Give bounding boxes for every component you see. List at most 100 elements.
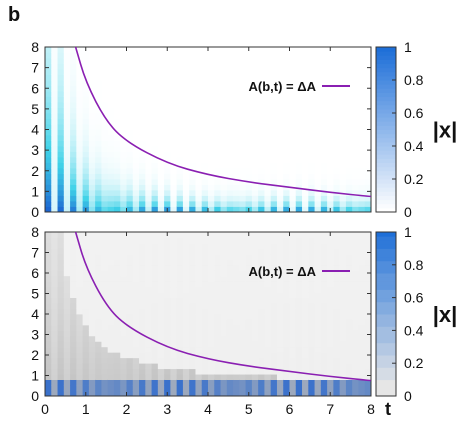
colorbar-band: [376, 305, 396, 311]
colorbar-band: [376, 334, 396, 340]
colorbar-band: [376, 252, 396, 258]
colorbar-band: [376, 179, 396, 184]
colorbar-band: [376, 63, 396, 69]
colorbar-band: [376, 92, 396, 98]
colorbar-band: [376, 80, 396, 85]
colorbar-band: [376, 359, 396, 364]
x-tick-label: 1: [82, 401, 90, 417]
colorbar-tick-label: 0: [404, 388, 412, 404]
x-tick-label: 8: [367, 401, 375, 417]
colorbar-band: [376, 55, 396, 60]
colorbar-tick-label: 0.8: [404, 257, 424, 273]
colorbar-band: [376, 338, 396, 344]
colorbar-tick-label: 0.6: [404, 105, 424, 121]
colorbar-band: [376, 162, 396, 168]
colorbar-band: [376, 232, 396, 237]
y-tick-label: 1: [31, 183, 39, 199]
colorbar-tick-label: 0.4: [404, 138, 424, 154]
heatmap-field: [45, 232, 371, 396]
colorbar-tick-label: 0.2: [404, 355, 424, 371]
colorbar-band: [376, 371, 396, 376]
colorbar-band: [376, 260, 396, 266]
y-tick-label: 8: [31, 224, 39, 240]
colorbar-band: [376, 293, 396, 299]
colorbar-band: [376, 273, 396, 278]
x-tick-label: 5: [245, 401, 253, 417]
colorbar-tick-label: 0.2: [404, 171, 424, 187]
colorbar-band: [376, 379, 396, 385]
colorbar-band: [376, 150, 396, 155]
colorbar-band: [376, 244, 396, 249]
x-tick-label: 3: [163, 401, 171, 417]
x-tick-label: 4: [204, 401, 212, 417]
colorbar-band: [376, 121, 396, 126]
colorbar-band: [376, 281, 396, 286]
colorbar-band: [376, 113, 396, 118]
legend: A(b,t) = ΔA: [249, 264, 350, 279]
colorbar-tick-label: 0: [404, 204, 412, 220]
y-tick-label: 7: [31, 60, 39, 76]
y-tick-label: 5: [31, 101, 39, 117]
colorbar-band: [376, 326, 396, 331]
colorbar-band: [376, 346, 396, 352]
colorbar-band: [376, 84, 396, 89]
colorbar-band: [376, 350, 396, 356]
y-tick-label: 4: [31, 306, 39, 322]
y-tick-label: 6: [31, 80, 39, 96]
colorbar-band: [376, 277, 396, 282]
y-tick-label: 3: [31, 142, 39, 158]
x-tick-label: 6: [286, 401, 294, 417]
colorbar-band: [376, 387, 396, 393]
y-tick-label: 4: [31, 122, 39, 138]
y-tick-label: 2: [31, 163, 39, 179]
colorbar-tick-label: 0.6: [404, 290, 424, 306]
colorbar-band: [376, 367, 396, 372]
colorbar-tick-label: 1: [404, 39, 412, 55]
colorbar-band: [376, 363, 396, 368]
y-tick-label: 7: [31, 245, 39, 261]
colorbar-label: |x|: [433, 302, 458, 327]
colorbar-frame: [375, 231, 397, 397]
x-axis-label: t: [385, 399, 391, 419]
x-tick-label: 7: [326, 401, 334, 417]
colorbar-band: [376, 342, 396, 348]
colorbar-band: [376, 318, 396, 323]
colorbar-tick-label: 1: [404, 224, 412, 240]
colorbar-band: [376, 158, 396, 164]
colorbar-band: [376, 297, 396, 303]
colorbar-band: [376, 166, 396, 172]
colorbar-band: [376, 264, 396, 270]
y-tick-label: 0: [31, 204, 39, 220]
y-tick-label: 5: [31, 286, 39, 302]
x-tick-label: 2: [123, 401, 131, 417]
colorbar-band: [376, 170, 396, 176]
colorbar-band: [376, 375, 396, 381]
colorbar-band: [376, 289, 396, 294]
colorbar-band: [376, 154, 396, 159]
chart-bottom: 0 1 2 3 4 5 6 7 8 A(b,t) = ΔA 0 0.2 0.4 0.6 0.8 1 |x|: [31, 224, 457, 404]
y-tick-label: 0: [31, 388, 39, 404]
colorbar-band: [376, 104, 396, 110]
colorbar-band: [376, 314, 396, 319]
colorbar-band: [376, 51, 396, 56]
colorbar-band: [376, 88, 396, 93]
colorbar-band: [376, 236, 396, 241]
colorbar-band: [376, 146, 396, 151]
y-tick-label: 8: [31, 39, 39, 55]
colorbar-band: [376, 322, 396, 327]
colorbar-band: [376, 133, 396, 139]
colorbar-band: [376, 256, 396, 262]
colorbar-band: [376, 207, 396, 213]
colorbar-band: [376, 285, 396, 290]
x-tick-label: 0: [41, 401, 49, 417]
colorbar-band: [376, 141, 396, 147]
colorbar-band: [376, 191, 396, 197]
colorbar-band: [376, 240, 396, 245]
colorbar-band: [376, 108, 396, 114]
colorbar-band: [376, 117, 396, 122]
colorbar-band: [376, 71, 396, 77]
chart-top: 0 1 2 3 4 5 6 7 8 A(b,t) = ΔA 0 0.2 0.4 0.6 0.8 1 |x|: [31, 39, 457, 220]
colorbar-band: [376, 187, 396, 192]
